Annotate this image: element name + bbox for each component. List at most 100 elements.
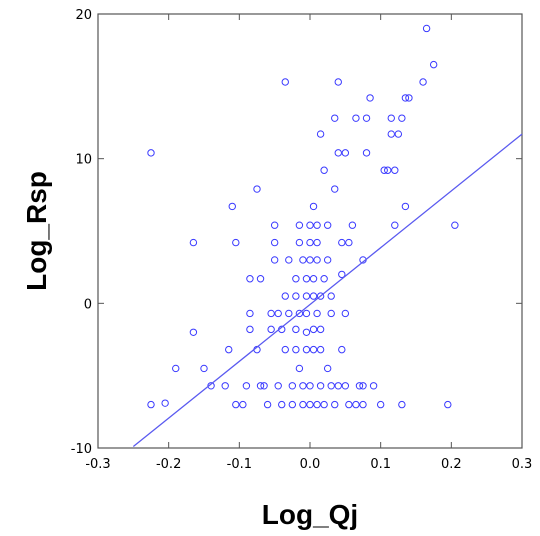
data-point: [285, 256, 293, 264]
data-points: [147, 24, 459, 409]
data-point: [295, 364, 304, 373]
data-point: [366, 94, 374, 102]
x-tick-label: 0.2: [441, 457, 462, 472]
data-point: [384, 166, 392, 174]
data-point: [242, 382, 251, 390]
data-point: [274, 309, 282, 318]
data-point: [419, 78, 427, 86]
data-point: [189, 238, 198, 247]
data-point: [398, 400, 406, 409]
data-point: [292, 292, 300, 300]
data-point: [228, 202, 236, 211]
data-point: [316, 345, 325, 354]
data-point: [292, 345, 300, 354]
x-tick-label: -0.1: [227, 457, 252, 472]
data-point: [391, 221, 399, 229]
data-point: [345, 238, 353, 247]
x-ticks: [97, 14, 523, 448]
data-point: [348, 221, 357, 229]
x-tick-label: 0.0: [300, 457, 321, 472]
data-point: [232, 238, 240, 247]
data-point: [327, 292, 335, 300]
data-point: [299, 400, 307, 409]
data-point: [401, 202, 410, 211]
data-point: [302, 275, 311, 283]
y-ticks: [98, 13, 522, 449]
data-point: [295, 309, 304, 318]
data-point: [369, 382, 378, 390]
data-point: [278, 400, 286, 409]
data-point: [299, 382, 307, 390]
data-point: [331, 114, 339, 122]
x-tick-labels: -0.3 -0.2 -0.1 0.0 0.1 0.2 0.3: [85, 457, 532, 472]
data-point: [292, 275, 300, 283]
data-point: [320, 275, 328, 283]
data-point: [338, 345, 346, 354]
data-point: [281, 345, 289, 354]
data-point: [341, 382, 350, 390]
data-point: [306, 400, 314, 409]
data-point: [313, 238, 321, 247]
data-point: [288, 382, 297, 390]
data-point: [313, 256, 321, 264]
data-point: [270, 238, 279, 247]
data-point: [323, 364, 332, 373]
data-point: [302, 328, 311, 336]
x-tick-label: 0.1: [370, 457, 391, 472]
data-point: [313, 221, 321, 229]
data-point: [316, 382, 325, 390]
y-tick-label: 20: [75, 8, 92, 23]
data-point: [320, 166, 328, 174]
data-point: [323, 221, 332, 229]
data-point: [338, 270, 346, 279]
data-point: [451, 221, 459, 229]
data-point: [334, 382, 342, 390]
data-point: [270, 256, 279, 264]
data-point: [207, 382, 215, 390]
data-point: [288, 400, 297, 409]
y-axis-title: Log_Rsp: [21, 171, 52, 291]
data-point: [172, 364, 180, 373]
data-point: [147, 400, 155, 409]
data-point: [316, 292, 325, 300]
data-point: [327, 382, 335, 390]
data-point: [309, 275, 318, 283]
data-point: [359, 382, 367, 390]
data-point: [362, 149, 371, 157]
data-point: [405, 94, 413, 102]
y-tick-label: 10: [75, 153, 92, 168]
data-point: [302, 309, 311, 318]
data-point: [444, 400, 452, 409]
data-point: [331, 185, 339, 193]
data-point: [338, 238, 346, 247]
data-point: [309, 202, 318, 211]
data-point: [281, 292, 289, 300]
data-point: [225, 345, 233, 354]
fit-line: [132, 133, 523, 448]
data-point: [334, 78, 342, 86]
data-point: [256, 382, 265, 390]
data-point: [334, 149, 342, 157]
data-point: [376, 400, 385, 409]
data-point: [256, 275, 265, 283]
y-tick-labels: -10 0 10 20: [71, 8, 92, 457]
data-point: [161, 399, 169, 407]
data-point: [260, 382, 268, 390]
data-point: [295, 221, 304, 229]
data-point: [302, 345, 311, 354]
data-point: [331, 400, 339, 409]
data-point: [323, 256, 332, 264]
data-point: [274, 382, 282, 390]
data-point: [147, 149, 155, 157]
data-point: [327, 309, 335, 318]
data-point: [302, 292, 311, 300]
data-point: [189, 328, 198, 336]
data-point: [239, 400, 247, 409]
data-point: [306, 256, 314, 264]
data-point: [306, 221, 314, 229]
data-point: [359, 400, 367, 409]
data-point: [422, 24, 431, 33]
data-point: [352, 114, 360, 122]
data-point: [253, 185, 261, 193]
x-tick-label: -0.3: [85, 457, 110, 472]
